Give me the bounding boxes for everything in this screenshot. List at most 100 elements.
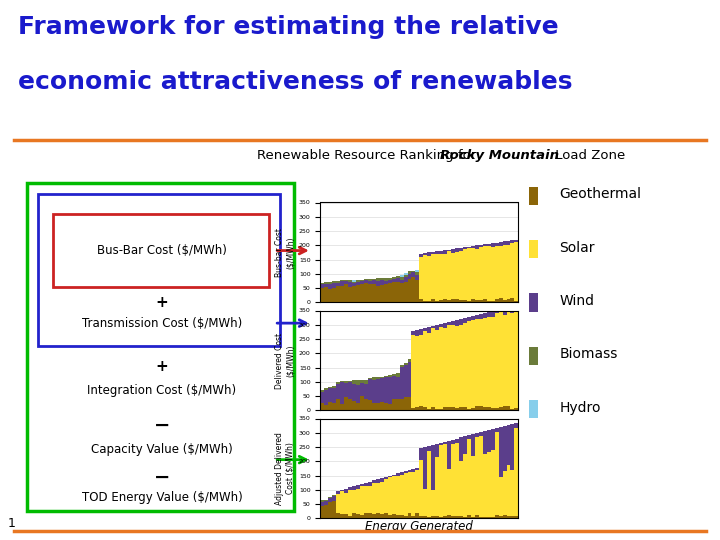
Bar	[443, 516, 447, 518]
Bar	[364, 399, 368, 410]
Bar	[352, 401, 356, 410]
Bar	[403, 276, 408, 282]
Bar	[498, 477, 503, 516]
Bar	[475, 406, 479, 410]
Bar	[384, 403, 387, 410]
Bar	[352, 486, 356, 490]
Bar	[475, 319, 479, 406]
Bar	[340, 281, 344, 286]
Bar	[352, 490, 356, 513]
Bar	[529, 347, 539, 365]
Bar	[507, 465, 510, 516]
Bar	[467, 439, 471, 516]
Bar	[392, 374, 396, 376]
Bar	[431, 516, 435, 518]
Bar	[368, 482, 372, 485]
Bar	[332, 282, 336, 288]
Bar	[415, 468, 419, 470]
Bar	[360, 383, 364, 396]
Bar	[388, 375, 392, 377]
Bar	[479, 517, 482, 518]
Bar	[428, 327, 431, 333]
Bar	[482, 244, 487, 246]
Bar	[403, 471, 408, 472]
Bar	[487, 407, 491, 410]
Bar	[507, 311, 510, 407]
FancyBboxPatch shape	[38, 193, 280, 346]
Bar	[515, 240, 518, 242]
Bar	[348, 490, 352, 516]
Bar	[471, 248, 475, 299]
Bar	[428, 333, 431, 409]
Bar	[368, 377, 372, 379]
Bar	[408, 397, 412, 410]
Text: Bus-Bar Cost ($/MWh): Bus-Bar Cost ($/MWh)	[97, 244, 227, 257]
Text: Energy Generated: Energy Generated	[366, 520, 473, 533]
Bar	[487, 244, 491, 246]
Bar	[467, 248, 471, 301]
FancyBboxPatch shape	[53, 214, 269, 287]
Bar	[451, 407, 455, 410]
Bar	[463, 407, 467, 410]
Bar	[332, 386, 336, 388]
Bar	[332, 502, 336, 518]
Y-axis label: Bus-bar Cost
($/MWh): Bus-bar Cost ($/MWh)	[275, 228, 294, 277]
Bar	[403, 397, 408, 410]
Bar	[384, 377, 387, 403]
Bar	[376, 286, 380, 302]
Bar	[428, 451, 431, 517]
Bar	[352, 384, 356, 401]
Bar	[451, 325, 455, 407]
Bar	[336, 513, 340, 518]
Bar	[392, 376, 396, 399]
Bar	[419, 516, 423, 518]
Bar	[510, 470, 515, 516]
Bar	[408, 472, 412, 514]
Bar	[415, 336, 419, 407]
Bar	[344, 396, 348, 410]
Bar	[408, 274, 412, 279]
Bar	[447, 300, 451, 302]
Bar	[324, 500, 328, 501]
Bar	[360, 486, 364, 515]
Bar	[344, 381, 348, 383]
Bar	[482, 431, 487, 454]
Bar	[356, 384, 360, 403]
Bar	[364, 380, 368, 384]
Bar	[412, 471, 415, 516]
Bar	[455, 516, 459, 518]
Bar	[324, 501, 328, 505]
Bar	[360, 396, 364, 410]
Bar	[491, 316, 495, 408]
Bar	[388, 477, 392, 515]
Bar	[423, 516, 428, 518]
Bar	[435, 301, 439, 302]
Bar	[455, 443, 459, 516]
Bar	[467, 516, 471, 518]
Text: Renewable Resource Ranking for: Renewable Resource Ranking for	[257, 148, 481, 162]
Bar	[356, 485, 360, 489]
Bar	[344, 284, 348, 302]
Bar	[491, 408, 495, 410]
Text: Biomass: Biomass	[559, 347, 618, 361]
Bar	[340, 491, 344, 514]
Bar	[491, 517, 495, 518]
Bar	[396, 282, 400, 302]
Bar	[336, 384, 340, 399]
Bar	[459, 325, 463, 407]
Bar	[372, 284, 376, 302]
Bar	[482, 407, 487, 410]
Bar	[408, 362, 412, 397]
Bar	[364, 283, 368, 302]
Bar	[498, 246, 503, 299]
Bar	[451, 253, 455, 299]
Bar	[459, 300, 463, 302]
Bar	[372, 279, 376, 280]
Bar	[423, 328, 428, 331]
Bar	[384, 284, 387, 302]
Bar	[372, 481, 376, 483]
Text: Transmission Cost ($/MWh): Transmission Cost ($/MWh)	[82, 316, 242, 329]
Bar	[356, 489, 360, 514]
Bar	[439, 254, 443, 300]
Bar	[352, 381, 356, 384]
